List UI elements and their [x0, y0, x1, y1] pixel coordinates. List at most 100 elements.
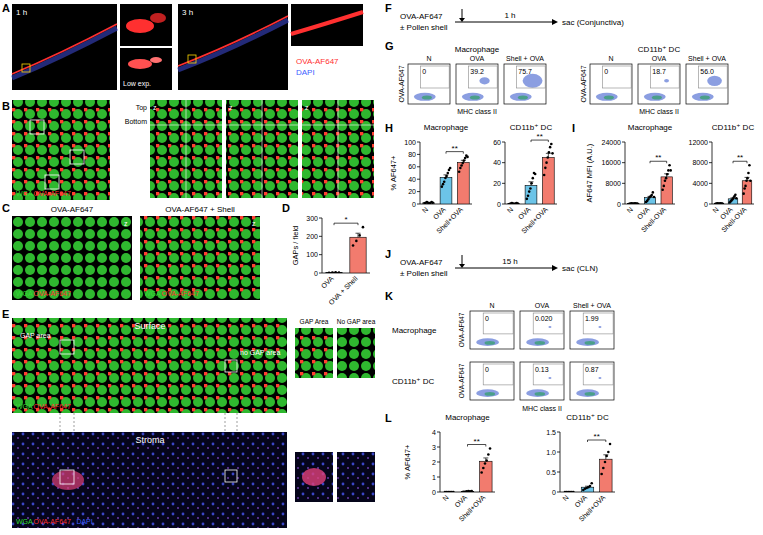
data-point	[749, 179, 752, 182]
flow-plot	[570, 362, 614, 400]
label: OVA-AF647	[398, 65, 405, 102]
flow-plot	[520, 362, 564, 400]
y-axis	[712, 142, 713, 204]
chart-title: Macrophage	[424, 123, 469, 132]
y-tick	[417, 154, 420, 155]
data-point	[442, 183, 445, 186]
gate	[421, 66, 450, 88]
cell-cloud	[576, 389, 599, 397]
data-point	[605, 455, 608, 458]
data-point	[452, 491, 455, 492]
micrograph	[12, 4, 117, 90]
category-label: N	[506, 206, 515, 215]
data-point	[338, 271, 341, 273]
tick-label: 8000	[692, 159, 708, 166]
cell-cloud	[518, 96, 528, 100]
label: Surface	[134, 321, 165, 331]
tick-label: 20	[493, 180, 501, 187]
ova-blob	[150, 57, 162, 63]
tick-label: 4000	[692, 180, 708, 187]
tick-label: 0	[552, 489, 556, 496]
tick-label: 60	[493, 139, 501, 146]
cell-cloud	[548, 326, 551, 328]
inset	[295, 328, 333, 378]
label: Stroma	[135, 435, 164, 445]
y-tick	[557, 452, 560, 453]
data-point	[546, 156, 549, 159]
bar	[480, 461, 492, 492]
y-tick	[502, 183, 505, 184]
label: N	[426, 55, 431, 62]
data-point	[328, 272, 331, 273]
label: no GAP area	[240, 349, 280, 356]
axis-title: AF647 MFI (A.U.)	[585, 143, 594, 202]
section-line	[186, 100, 187, 198]
cell-cloud	[485, 392, 496, 396]
y-tick	[417, 191, 420, 192]
data-point	[458, 170, 461, 173]
cell-cloud	[485, 341, 496, 345]
data-point	[544, 167, 547, 170]
guide-line	[60, 413, 61, 432]
label: MHC class II	[639, 108, 679, 115]
gate-value: 0	[604, 68, 608, 75]
tick-label: 60	[408, 163, 416, 170]
dapi-signal	[12, 28, 117, 78]
roi-box	[60, 340, 74, 354]
legend-entry: OVA-AF647	[34, 290, 71, 297]
chart-title: Macrophage	[445, 413, 490, 422]
flow-plot	[456, 64, 498, 104]
roi-box	[60, 470, 74, 484]
chart-title: Macrophage	[628, 123, 673, 132]
significance: **	[537, 132, 543, 141]
plot-area	[628, 164, 673, 204]
label: MHC class II	[457, 108, 497, 115]
gate	[651, 66, 680, 88]
label: Shell + OVA	[506, 55, 544, 62]
label: Top	[136, 104, 147, 112]
tick-label: 2	[432, 459, 436, 466]
data-point	[528, 190, 531, 193]
data-point	[461, 162, 464, 165]
label: OVA-AF647	[458, 312, 465, 347]
data-point	[463, 159, 466, 162]
data-point	[548, 151, 551, 154]
inset	[337, 452, 375, 502]
y-tick	[437, 447, 440, 448]
tick-label: 0	[412, 201, 416, 208]
tick-label: 0	[314, 270, 318, 277]
panel-letter: L	[385, 412, 392, 424]
y-tick	[557, 472, 560, 473]
flow-plot	[590, 64, 632, 104]
data-point	[747, 172, 750, 175]
y-tick	[502, 142, 505, 143]
y-axis	[625, 142, 626, 204]
y-tick	[417, 166, 420, 167]
tick-label: 200	[306, 233, 318, 240]
bar	[628, 203, 639, 204]
label: OVA-AF647 + Shell	[165, 205, 235, 214]
y-tick	[319, 218, 322, 219]
tick-label: 300	[306, 215, 318, 222]
dapi-signal	[178, 20, 288, 70]
label: ± Pollen shell	[400, 23, 448, 32]
y-tick	[502, 204, 505, 205]
cell-cloud	[692, 93, 714, 101]
micrograph	[12, 318, 287, 413]
bar	[443, 492, 455, 493]
data-point	[550, 143, 553, 146]
flow-plot	[408, 64, 450, 104]
tick-label: 20	[408, 188, 416, 195]
data-point	[664, 179, 667, 182]
roi-box	[188, 55, 196, 63]
gate-value: 75.7	[518, 68, 532, 75]
chart-title: CD11b⁺ DC	[510, 123, 553, 132]
category-label: OVA	[432, 206, 447, 221]
error-bar	[332, 272, 337, 273]
tick-label: 100	[306, 251, 318, 258]
error-bar	[529, 182, 534, 186]
data-point	[489, 447, 492, 450]
cell-cloud	[596, 93, 618, 101]
axis-title: GAPs / field	[291, 226, 300, 266]
tick-label: 12000	[689, 139, 709, 146]
